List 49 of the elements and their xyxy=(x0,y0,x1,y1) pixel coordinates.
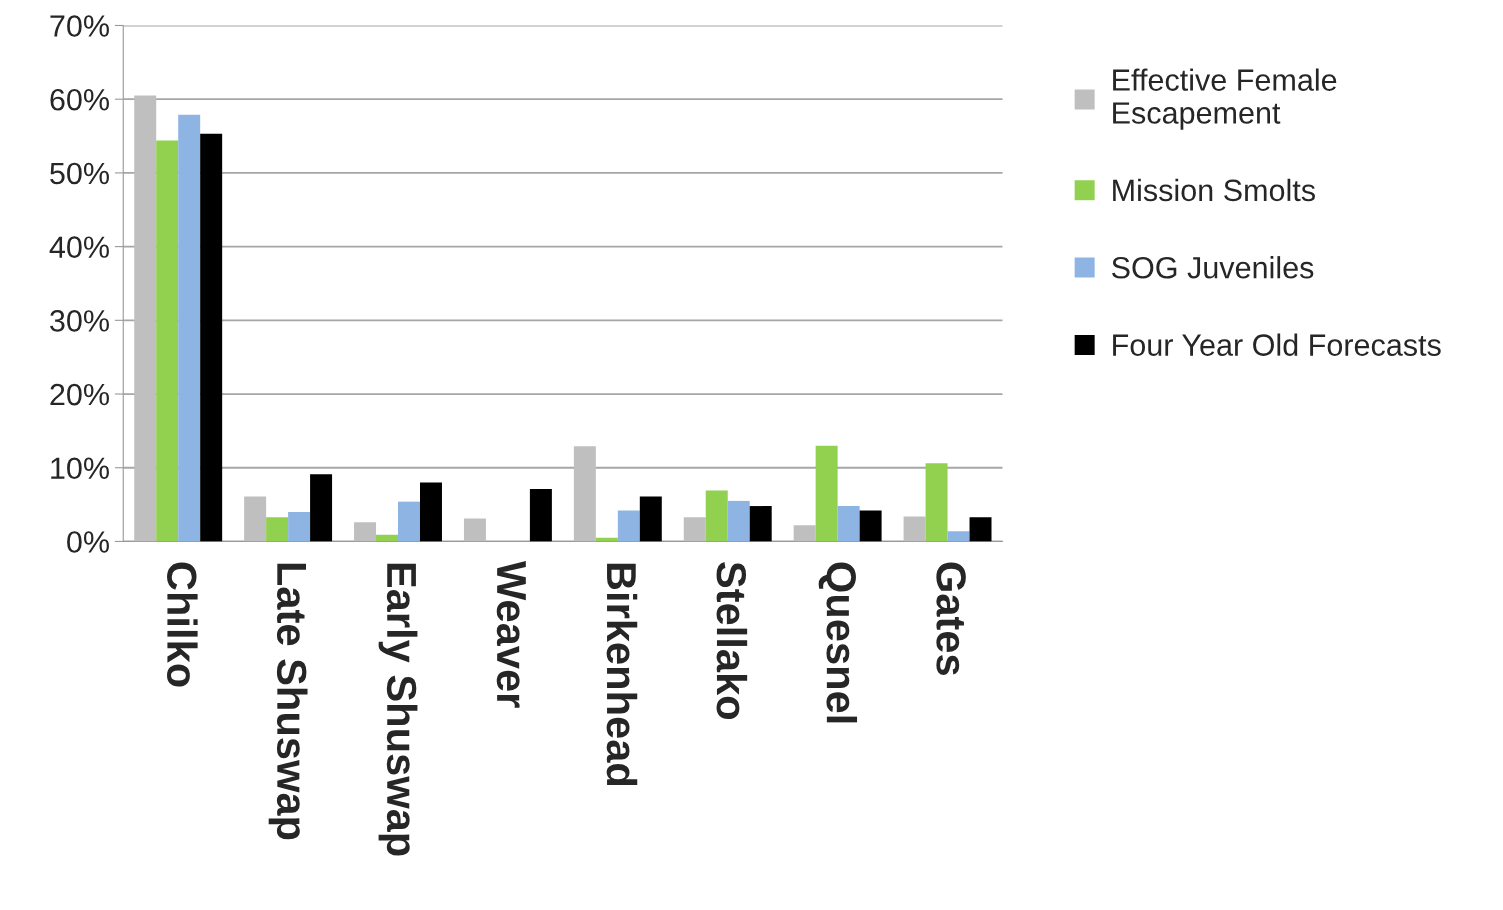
bar xyxy=(200,133,223,542)
y-tick-label: 60% xyxy=(50,88,109,111)
legend-label: Mission Smolts xyxy=(1113,178,1315,202)
x-tick-label: Chilko xyxy=(167,562,198,687)
y-tick-label: 30% xyxy=(50,310,109,332)
bar xyxy=(727,500,750,542)
bar xyxy=(683,517,706,542)
bar xyxy=(463,518,486,542)
y-tick-label: 50% xyxy=(50,162,109,185)
bar xyxy=(419,482,442,542)
bar xyxy=(969,517,992,542)
bar xyxy=(617,510,640,542)
bar xyxy=(529,489,552,542)
legend-label: Four Year Old Forecasts xyxy=(1113,333,1441,356)
x-tick-label: Late Shuswap xyxy=(268,563,308,840)
bar xyxy=(573,446,596,542)
bar xyxy=(156,140,179,542)
bar xyxy=(903,516,926,542)
y-tick-label: 10% xyxy=(51,457,109,480)
bar xyxy=(266,517,289,542)
bar xyxy=(793,525,816,542)
bar xyxy=(947,531,970,542)
legend-label: SOG Juveniles xyxy=(1112,256,1314,279)
x-tick-label: Weaver xyxy=(496,560,526,708)
bar xyxy=(178,114,201,542)
bar xyxy=(837,506,860,542)
y-tick-label: 20% xyxy=(50,383,109,406)
bar xyxy=(749,506,772,542)
legend-label: Effective Female Escapement xyxy=(1113,68,1337,130)
bar xyxy=(376,534,399,542)
bar xyxy=(815,445,838,542)
bar xyxy=(639,496,662,542)
x-tick-label: Stellako xyxy=(716,562,748,720)
bar xyxy=(354,522,377,542)
y-tick-label: 0% xyxy=(67,531,109,553)
x-tick-label: Gates xyxy=(936,562,966,675)
bar xyxy=(310,474,333,542)
x-tick-label: Birkenhead xyxy=(606,563,638,786)
bar xyxy=(398,501,420,542)
bar xyxy=(859,510,882,542)
bar xyxy=(244,496,267,542)
bar xyxy=(288,511,311,542)
bar xyxy=(705,490,728,542)
bar xyxy=(925,463,948,542)
y-tick-label: 70% xyxy=(50,15,109,37)
x-tick-label: Quesnel xyxy=(818,562,858,723)
y-tick-label: 40% xyxy=(49,236,109,258)
bar xyxy=(134,95,157,542)
x-tick-label: Early Shuswap xyxy=(378,563,418,856)
